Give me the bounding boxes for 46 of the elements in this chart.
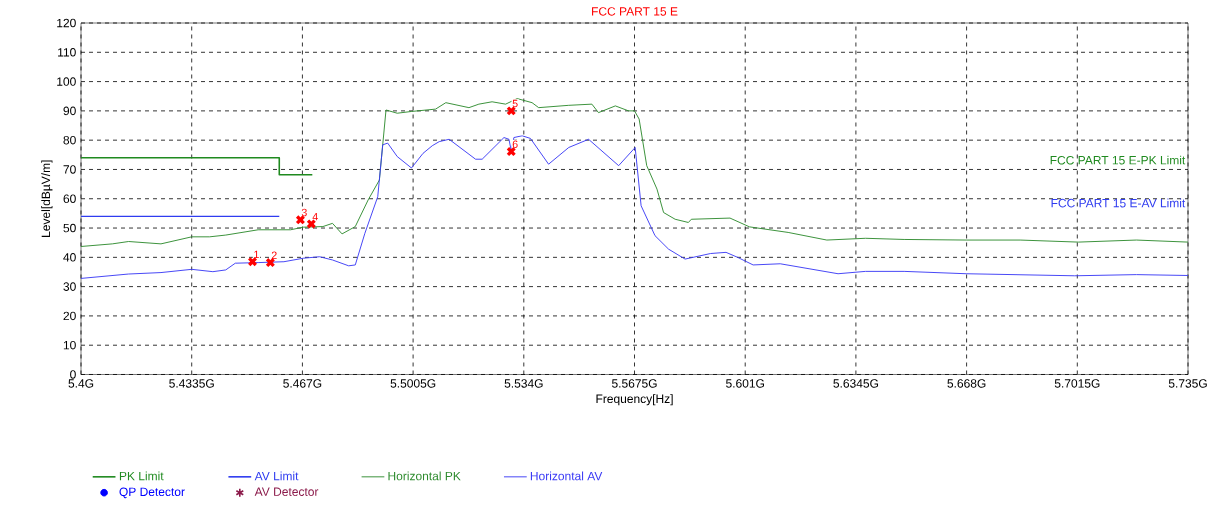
x-tick-label: 5.6345G (833, 379, 879, 388)
y-tick-label: 30 (63, 282, 76, 291)
line-series (81, 135, 1188, 279)
annotation: FCC PART 15 E-AV Limit (1051, 198, 1186, 208)
legend-label: Horizontal PK (388, 471, 461, 481)
x-tick-label: 5.7015G (1054, 379, 1100, 388)
y-axis-title: Level[dBµV/m] (41, 160, 53, 237)
y-tick-label: 0 (70, 370, 76, 379)
y-tick-label: 100 (57, 77, 76, 86)
x-axis-title: Frequency[Hz] (596, 394, 673, 406)
line-series (81, 98, 1188, 247)
x-tick-label: 5.735G (1168, 379, 1207, 388)
annotation: 5 (512, 99, 518, 108)
y-tick-label: 60 (63, 194, 76, 204)
x-tick-label: 5.4335G (169, 379, 214, 388)
legend-label: Horizontal AV (530, 471, 603, 481)
y-tick-label: 70 (63, 165, 76, 174)
y-tick-label: 110 (58, 48, 76, 57)
chart-title: FCC PART 15 E (592, 7, 678, 16)
x-tick-label: 5.5005G (390, 379, 436, 388)
point (265, 257, 276, 268)
y-tick-label: 40 (63, 253, 76, 262)
annotation: 1 (254, 250, 259, 259)
legend-label: AV Detector (254, 487, 319, 496)
x-tick-label: 5.467G (283, 379, 322, 388)
x-tick-label: 5.5675G (611, 379, 657, 388)
point (247, 256, 258, 267)
legend-label: PK Limit (119, 471, 164, 481)
x-tick-label: 5.4G (68, 379, 94, 388)
x-tick-label: 5.668G (947, 379, 986, 388)
y-tick-label: 90 (63, 106, 76, 116)
point (506, 146, 517, 157)
legend-label: AV Limit (254, 471, 299, 481)
annotation: 4 (312, 213, 318, 221)
annotation: 6 (512, 140, 518, 148)
x-tick-label: 5.534G (504, 379, 543, 388)
y-tick-label: 10 (63, 340, 76, 350)
y-tick-label: 20 (63, 311, 76, 321)
y-tick-label: 50 (63, 223, 76, 233)
y-tick-label: 120 (57, 18, 76, 28)
annotation: FCC PART 15 E-PK Limit (1050, 155, 1186, 165)
y-tick-label: 80 (63, 135, 76, 145)
legend-label: QP Detector (119, 487, 185, 499)
annotation: 3 (301, 208, 307, 217)
x-tick-label: 5.601G (726, 379, 764, 388)
annotation: 2 (271, 251, 277, 259)
